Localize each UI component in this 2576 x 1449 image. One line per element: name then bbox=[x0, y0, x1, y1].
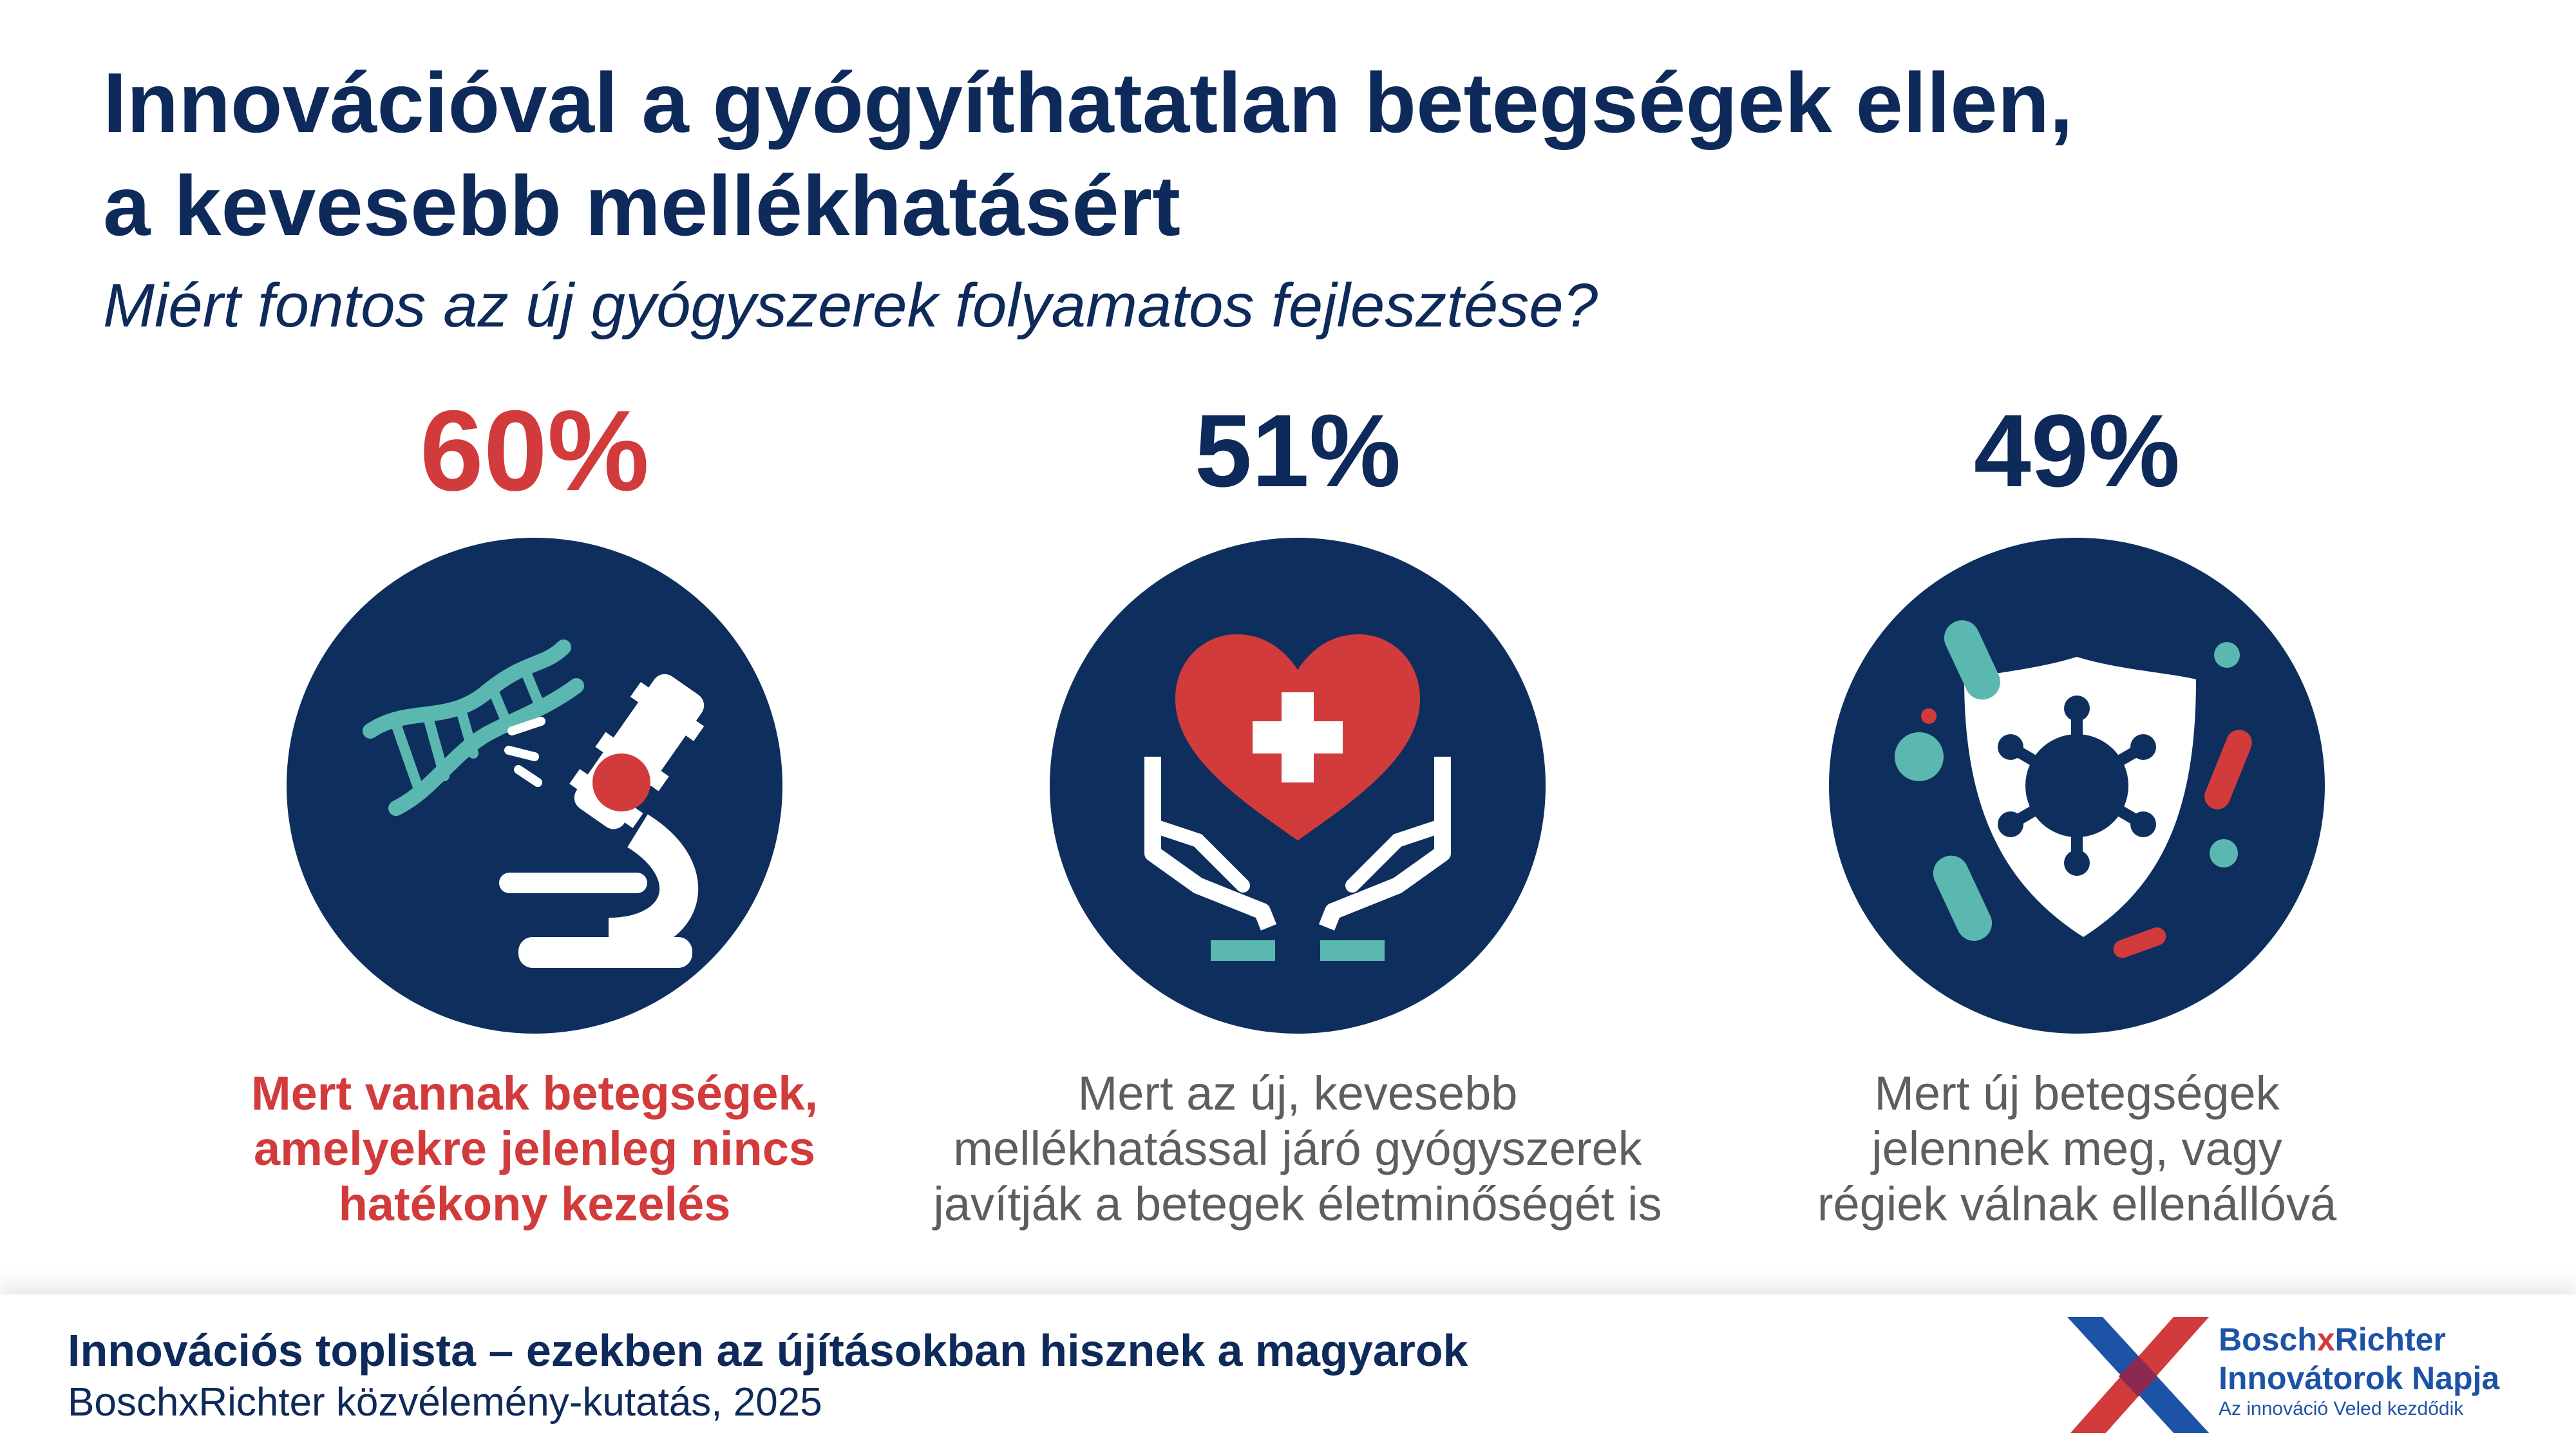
footer-title: Innovációs toplista – ezekben az újításo… bbox=[68, 1325, 1468, 1376]
icon-circle-1 bbox=[287, 538, 782, 1034]
logo-text: BoschxRichter Innovátorok Napja bbox=[2219, 1320, 2499, 1397]
stat-description-1: Mert vannak betegségek, amelyekre jelenl… bbox=[251, 1066, 819, 1231]
logo-line-2: Innovátorok Napja bbox=[2219, 1360, 2500, 1396]
icon-circle-3 bbox=[1829, 538, 2325, 1034]
logo-name-part1: Bosch bbox=[2219, 1321, 2317, 1358]
stat-description-2: Mert az új, kevesebb mellékhatással járó… bbox=[933, 1066, 1662, 1231]
stat-description-3: Mert új betegségek jelennek meg, vagy ré… bbox=[1817, 1066, 2337, 1231]
dna-microscope-icon bbox=[363, 639, 705, 968]
title-line-2: a kevesebb mellékhatásért bbox=[103, 158, 1181, 253]
heart-hands-icon bbox=[1144, 634, 1451, 961]
title-line-1: Innovációval a gyógyíthatatlan betegsége… bbox=[103, 55, 2073, 150]
boschxrichter-logo-icon bbox=[2067, 1317, 2209, 1433]
footer-source: BoschxRichter közvélemény-kutatás, 2025 bbox=[68, 1380, 822, 1425]
footer: Innovációs toplista – ezekben az újításo… bbox=[0, 1294, 2576, 1449]
stat-value-3: 49% bbox=[1973, 393, 2181, 508]
virus-shield-icon bbox=[1895, 620, 2252, 958]
logo-tagline: Az innováció Veled kezdődik bbox=[2219, 1398, 2464, 1419]
logo-name-x: x bbox=[2316, 1321, 2335, 1358]
icon-circle-2 bbox=[1050, 538, 1546, 1034]
logo-name-part2: Richter bbox=[2334, 1321, 2446, 1358]
stat-value-2: 51% bbox=[1194, 393, 1401, 508]
page-subtitle: Miért fontos az új gyógyszerek folyamato… bbox=[103, 271, 1598, 340]
page-title: Innovációval a gyógyíthatatlan betegsége… bbox=[103, 52, 2486, 258]
stat-value-1: 60% bbox=[419, 386, 650, 515]
